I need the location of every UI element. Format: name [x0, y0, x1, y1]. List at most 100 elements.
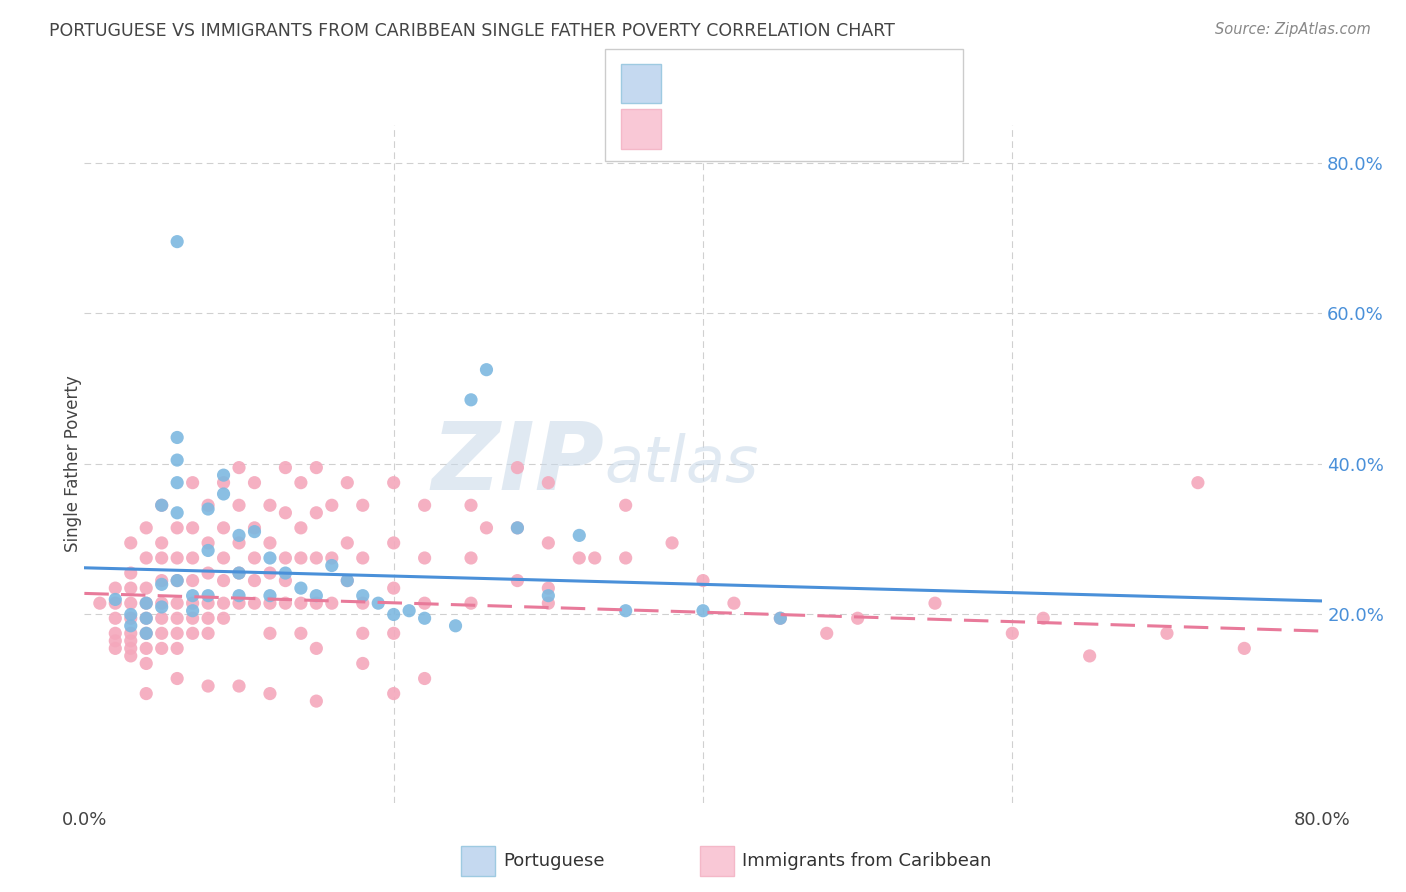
Point	[135, 657, 157, 671]
Point	[228, 679, 250, 693]
Point	[150, 641, 173, 656]
Point	[769, 611, 792, 625]
Point	[537, 596, 560, 610]
Point	[290, 581, 312, 595]
Point	[661, 536, 683, 550]
Point	[568, 528, 591, 542]
Point	[259, 596, 281, 610]
Y-axis label: Single Father Poverty: Single Father Poverty	[65, 376, 82, 552]
Point	[135, 596, 157, 610]
Point	[181, 475, 204, 490]
Point	[120, 633, 142, 648]
Point	[104, 633, 127, 648]
Point	[104, 596, 127, 610]
Point	[166, 521, 188, 535]
Point	[382, 475, 405, 490]
Text: Source: ZipAtlas.com: Source: ZipAtlas.com	[1215, 22, 1371, 37]
Point	[197, 502, 219, 516]
Point	[150, 596, 173, 610]
Point	[228, 596, 250, 610]
Point	[259, 498, 281, 512]
Point	[336, 574, 359, 588]
Point	[181, 596, 204, 610]
Point	[460, 596, 482, 610]
Point	[1187, 475, 1209, 490]
Point	[166, 430, 188, 444]
Point	[352, 498, 374, 512]
Point	[336, 574, 359, 588]
Point	[1233, 641, 1256, 656]
Point	[212, 574, 235, 588]
Point	[120, 626, 142, 640]
Point	[1032, 611, 1054, 625]
Point	[305, 641, 328, 656]
Point	[336, 475, 359, 490]
Text: R =: R =	[671, 73, 710, 91]
Point	[197, 596, 219, 610]
Point	[181, 611, 204, 625]
Point	[243, 524, 266, 539]
Point	[274, 574, 297, 588]
Point	[274, 506, 297, 520]
Point	[352, 626, 374, 640]
Point	[274, 566, 297, 580]
Point	[259, 687, 281, 701]
Point	[243, 551, 266, 566]
Point	[1156, 626, 1178, 640]
Text: 47: 47	[823, 73, 848, 91]
Point	[413, 551, 436, 566]
Point	[243, 574, 266, 588]
Point	[305, 596, 328, 610]
Point	[228, 566, 250, 580]
Text: PORTUGUESE VS IMMIGRANTS FROM CARIBBEAN SINGLE FATHER POVERTY CORRELATION CHART: PORTUGUESE VS IMMIGRANTS FROM CARIBBEAN …	[49, 22, 896, 40]
Point	[197, 626, 219, 640]
Point	[150, 536, 173, 550]
Point	[135, 551, 157, 566]
Point	[120, 596, 142, 610]
Point	[181, 604, 204, 618]
Point	[1001, 626, 1024, 640]
Point	[506, 521, 529, 535]
Point	[150, 551, 173, 566]
Point	[135, 611, 157, 625]
Point	[398, 604, 420, 618]
Point	[135, 687, 157, 701]
Point	[460, 551, 482, 566]
Point	[460, 498, 482, 512]
Point	[614, 551, 637, 566]
Point	[166, 641, 188, 656]
Point	[212, 468, 235, 483]
Point	[382, 626, 405, 640]
Point	[166, 506, 188, 520]
Point	[243, 475, 266, 490]
Point	[228, 566, 250, 580]
Point	[290, 626, 312, 640]
Point	[166, 672, 188, 686]
Point	[135, 626, 157, 640]
Point	[475, 521, 498, 535]
Text: R =: R =	[671, 125, 710, 143]
Point	[846, 611, 869, 625]
Point	[413, 611, 436, 625]
Point	[212, 551, 235, 566]
Point	[120, 611, 142, 625]
Point	[614, 604, 637, 618]
Point	[259, 566, 281, 580]
Text: -0.086: -0.086	[713, 73, 778, 91]
Point	[305, 551, 328, 566]
Point	[413, 498, 436, 512]
Point	[506, 460, 529, 475]
Point	[692, 604, 714, 618]
Point	[150, 611, 173, 625]
Point	[197, 536, 219, 550]
Point	[305, 694, 328, 708]
Point	[382, 607, 405, 622]
Point	[290, 475, 312, 490]
Point	[274, 596, 297, 610]
Point	[352, 551, 374, 566]
Point	[181, 589, 204, 603]
Point	[259, 589, 281, 603]
Point	[290, 551, 312, 566]
Point	[352, 596, 374, 610]
Point	[150, 599, 173, 614]
